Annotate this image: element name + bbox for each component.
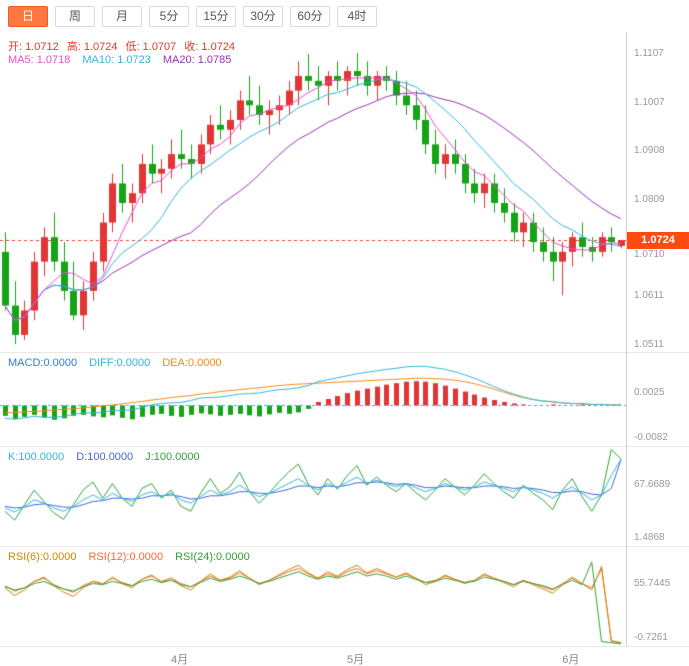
tab-15min[interactable]: 15分 xyxy=(196,5,236,27)
main-chart-panel: 开: 1.0712 高: 1.0724 低: 1.0707 收: 1.0724 … xyxy=(0,32,689,352)
tab-5min[interactable]: 5分 xyxy=(149,5,189,27)
axis-tick-label: 0.0025 xyxy=(634,386,665,398)
axis-tick-label: 1.4868 xyxy=(634,532,665,543)
tab-4hour[interactable]: 4时 xyxy=(337,5,377,27)
axis-tick-label: 1.0511 xyxy=(634,339,664,351)
axis-tick-label: 1.0908 xyxy=(634,145,665,157)
axis-tick-label: 1.0611 xyxy=(634,290,664,302)
x-axis-month-label: 4月 xyxy=(170,654,189,666)
axis-tick-label: 1.0809 xyxy=(634,193,665,205)
axis-tick-label: 1.1107 xyxy=(634,48,664,59)
axis-tick-label: -0.0082 xyxy=(634,432,668,443)
rsi-chart-canvas[interactable] xyxy=(0,547,626,647)
rsi-panel: RSI(6):0.0000 RSI(12):0.0000 RSI(24):0.0… xyxy=(0,546,689,647)
axis-tick-label: 67.6689 xyxy=(634,479,671,491)
axis-tick-label: 1.0710 xyxy=(634,249,665,261)
candlestick-chart-canvas[interactable] xyxy=(0,32,626,352)
kdj-panel: K:100.0000 D:100.0000 J:100.0000 xyxy=(0,446,689,547)
x-axis-month-label: 5月 xyxy=(347,654,365,666)
kdj-chart-canvas[interactable] xyxy=(0,447,626,547)
tab-week[interactable]: 周 xyxy=(55,5,95,27)
tab-60min[interactable]: 60分 xyxy=(290,5,330,27)
tab-month[interactable]: 月 xyxy=(102,5,142,27)
macd-panel: MACD:0.0000 DIFF:0.0000 DEA:0.0000 xyxy=(0,352,689,447)
axis-tick-label: 1.1007 xyxy=(634,96,665,108)
x-axis-month-label: 6月 xyxy=(562,654,580,666)
axis-tick-label: -0.7261 xyxy=(634,632,668,643)
axis-tick-label: 55.7445 xyxy=(634,577,671,589)
timeframe-toolbar: 日周月 5分 15分 30分 60分 4时 xyxy=(0,0,689,32)
tab-day[interactable]: 日 xyxy=(8,5,48,27)
macd-chart-canvas[interactable] xyxy=(0,353,626,447)
current-price-tag: 1.0724 xyxy=(627,232,689,250)
x-axis: 4月 5月 6月 xyxy=(0,646,689,666)
price-axis-gutter: 1.0724 1.1107 1.1007 1.0908 1.0809 1.0710 1.0… xyxy=(626,32,689,646)
tab-30min[interactable]: 30分 xyxy=(243,5,283,27)
